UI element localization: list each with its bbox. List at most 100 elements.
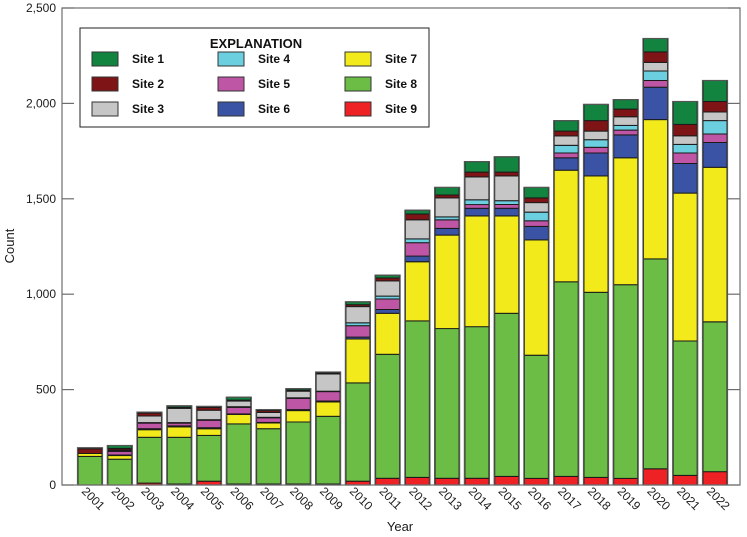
bar-segment-site-8-2013: [434, 328, 460, 479]
legend-item-site-6: Site 6: [217, 101, 290, 117]
bar-segment-site-1-2013: [434, 186, 460, 196]
bar-stack-2015: [493, 156, 520, 486]
bar-segment-site-4-2022: [702, 120, 728, 135]
bar-segment-site-4-2021: [672, 143, 698, 154]
bar-segment-site-1-2018: [583, 103, 609, 122]
bar-segment-site-3-2019: [613, 116, 639, 126]
bar-segment-site-2-2018: [583, 120, 609, 132]
bar-segment-site-8-2015: [494, 312, 520, 477]
bar-segment-site-3-2015: [494, 175, 520, 202]
bar-segment-site-8-2017: [553, 281, 579, 477]
legend-label: Site 5: [258, 77, 290, 91]
bar-stack-2002: [106, 444, 133, 486]
bar-segment-site-8-2004: [166, 436, 192, 485]
bar-segment-site-7-2016: [523, 239, 549, 356]
bar-segment-site-8-2010: [345, 382, 371, 482]
bar-stack-2008: [285, 388, 312, 486]
x-tick-label: 2008: [287, 484, 316, 513]
bar-segment-site-5-2009: [315, 391, 341, 402]
bar-segment-site-8-2014: [464, 326, 490, 479]
bar-segment-site-7-2003: [137, 429, 162, 438]
bar-segment-site-3-2017: [553, 135, 579, 146]
bar-segment-site-7-2009: [315, 401, 341, 417]
bar-segment-site-7-2008: [285, 410, 311, 423]
bar-stack-2006: [225, 396, 252, 486]
legend-label: Site 6: [258, 102, 290, 116]
legend-item-site-1: Site 1: [91, 51, 164, 67]
x-tick-label: 2016: [525, 484, 554, 513]
y-tick-label: 2,000: [26, 96, 56, 110]
bar-segment-site-7-2005: [196, 428, 222, 436]
y-tick-label: 2,500: [26, 1, 56, 15]
bar-segment-site-9-2011: [375, 477, 401, 486]
bar-segment-site-6-2021: [672, 163, 698, 194]
bar-segment-site-9-2020: [643, 468, 668, 486]
bar-segment-site-5-2020: [643, 80, 668, 88]
bar-segment-site-5-2022: [702, 133, 728, 143]
x-tick-label: 2021: [674, 484, 703, 513]
bar-segment-site-2-2014: [464, 171, 490, 178]
bar-segment-site-4-2012: [404, 238, 430, 244]
bar-stack-2011: [374, 274, 401, 486]
bar-segment-site-9-2018: [583, 476, 609, 486]
bar-segment-site-7-2021: [672, 192, 698, 342]
x-tick-label: 2001: [79, 484, 108, 513]
y-axis: 0 500 1,000 1,500 2,000 2,500: [26, 1, 740, 492]
bar-stack-2012: [404, 209, 431, 486]
bar-segment-site-4-2018: [583, 139, 609, 148]
bar-segment-site-7-2015: [494, 215, 520, 314]
bar-segment-site-5-2016: [523, 220, 549, 227]
x-tick-label: 2006: [228, 484, 257, 513]
bar-segment-site-4-2016: [523, 211, 549, 222]
bar-segment-site-4-2017: [553, 144, 579, 154]
bar-segment-site-8-2007: [256, 428, 282, 485]
bar-segment-site-8-2018: [583, 291, 609, 478]
legend-item-site-3: Site 3: [91, 101, 164, 117]
legend-swatch: [344, 76, 372, 92]
bar-segment-site-5-2008: [285, 397, 311, 411]
y-tick-label: 0: [49, 478, 56, 492]
bar-segment-site-4-2019: [613, 124, 639, 131]
bar-segment-site-8-2022: [702, 321, 728, 473]
bar-segment-site-8-2006: [226, 423, 252, 485]
bar-segment-site-4-2014: [464, 199, 490, 206]
bar-segment-site-3-2021: [672, 135, 698, 145]
bar-stack-2021: [672, 100, 699, 486]
bar-segment-site-3-2018: [583, 130, 609, 141]
bar-stack-2003: [136, 411, 163, 486]
bar-segment-site-1-2015: [494, 156, 520, 173]
bar-segment-site-9-2022: [702, 471, 728, 486]
bar-segment-site-7-2022: [702, 166, 728, 323]
x-tick-label: 2013: [436, 484, 465, 513]
bar-segment-site-7-2019: [613, 157, 639, 286]
bar-segment-site-3-2007: [256, 412, 282, 418]
x-tick-label: 2007: [257, 484, 286, 513]
bar-segment-site-2-2017: [553, 130, 579, 137]
bar-segment-site-8-2016: [523, 354, 549, 479]
bar-stack-2017: [553, 119, 580, 486]
bar-stack-2007: [255, 409, 282, 486]
bar-segment-site-5-2006: [226, 406, 252, 415]
bar-segment-site-2-2001: [77, 448, 103, 455]
bar-segment-site-5-2019: [613, 129, 639, 136]
x-tick-label: 2015: [496, 484, 525, 513]
bar-stack-2004: [166, 405, 193, 486]
bar-segment-site-3-2013: [434, 197, 460, 218]
bar-segment-site-5-2010: [345, 325, 371, 338]
legend-swatch: [344, 51, 372, 67]
bar-stack-2014: [463, 161, 490, 486]
bar-segment-site-3-2004: [166, 407, 192, 424]
x-tick-label: 2009: [317, 484, 346, 513]
bar-stack-2019: [612, 98, 639, 486]
legend-swatch: [217, 101, 245, 117]
bar-stack-2016: [523, 186, 550, 486]
x-tick-label: 2004: [168, 484, 197, 513]
bar-segment-site-7-2004: [166, 426, 192, 438]
bar-segment-site-5-2011: [375, 298, 401, 310]
bar-segment-site-5-2003: [137, 422, 162, 430]
legend-label: Site 2: [132, 77, 164, 91]
bar-segment-site-3-2012: [404, 219, 430, 240]
bar-segment-site-7-2006: [226, 413, 252, 425]
